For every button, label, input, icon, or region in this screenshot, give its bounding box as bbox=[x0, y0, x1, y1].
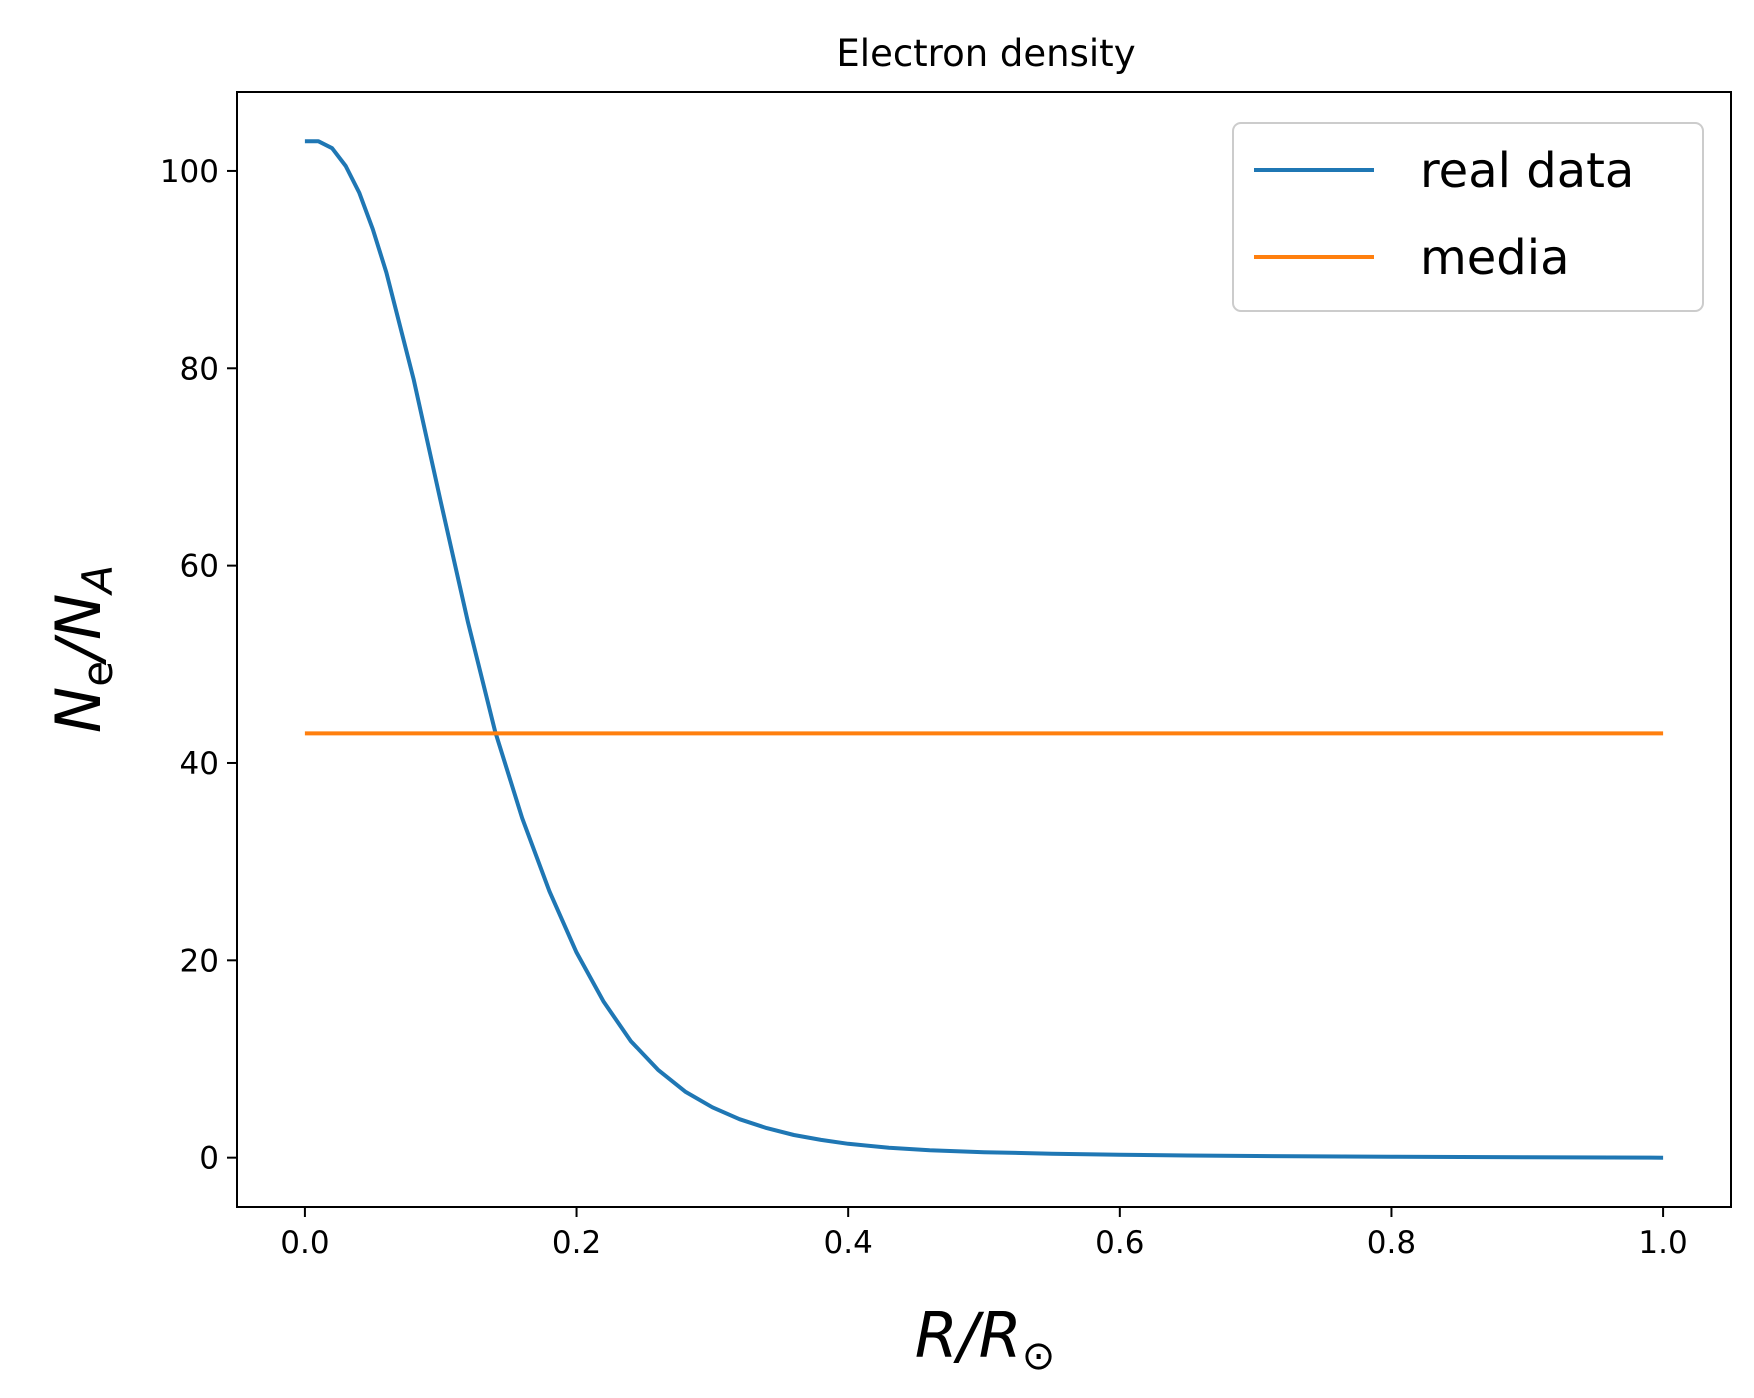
x-axis-label: R/R⊙ bbox=[915, 1299, 1056, 1379]
y-axis-label-n1: N bbox=[42, 687, 115, 733]
legend-label-media: media bbox=[1420, 230, 1570, 286]
y-axis-label-sep: /N bbox=[42, 594, 115, 666]
x-axis-label-main: R/R bbox=[915, 1299, 1022, 1372]
x-tick-label: 0.8 bbox=[1367, 1225, 1416, 1261]
x-tick-label: 1.0 bbox=[1638, 1225, 1687, 1261]
x-tick-label: 0.2 bbox=[552, 1225, 601, 1261]
y-axis-ticks: 0 20 40 60 80 100 bbox=[160, 154, 237, 1177]
plot-frame bbox=[236, 91, 1732, 1208]
x-tick-label: 0.6 bbox=[1095, 1225, 1144, 1261]
y-tick-label: 80 bbox=[180, 351, 219, 387]
y-tick-label: 100 bbox=[160, 154, 219, 190]
chart-title: Electron density bbox=[836, 32, 1135, 75]
legend: real data media bbox=[1232, 122, 1704, 312]
legend-label-real-data: real data bbox=[1420, 143, 1634, 199]
series-line-real-data bbox=[304, 139, 1664, 1160]
y-axis-label-sub1: e bbox=[73, 661, 122, 687]
y-axis-label: Ne/NA bbox=[42, 565, 122, 733]
series-layer bbox=[304, 139, 1664, 1160]
y-tick-label: 0 bbox=[199, 1141, 219, 1177]
x-tick-label: 0.0 bbox=[280, 1225, 329, 1261]
x-axis-label-subscript: ⊙ bbox=[1022, 1333, 1056, 1379]
y-axis-label-sub2: A bbox=[73, 565, 122, 597]
y-tick-label: 20 bbox=[180, 943, 219, 979]
y-tick-label: 60 bbox=[180, 549, 219, 585]
y-tick-label: 40 bbox=[180, 746, 219, 782]
x-axis-ticks: 0.0 0.2 0.4 0.6 0.8 1.0 bbox=[280, 1207, 1688, 1261]
x-tick-label: 0.4 bbox=[824, 1225, 873, 1261]
